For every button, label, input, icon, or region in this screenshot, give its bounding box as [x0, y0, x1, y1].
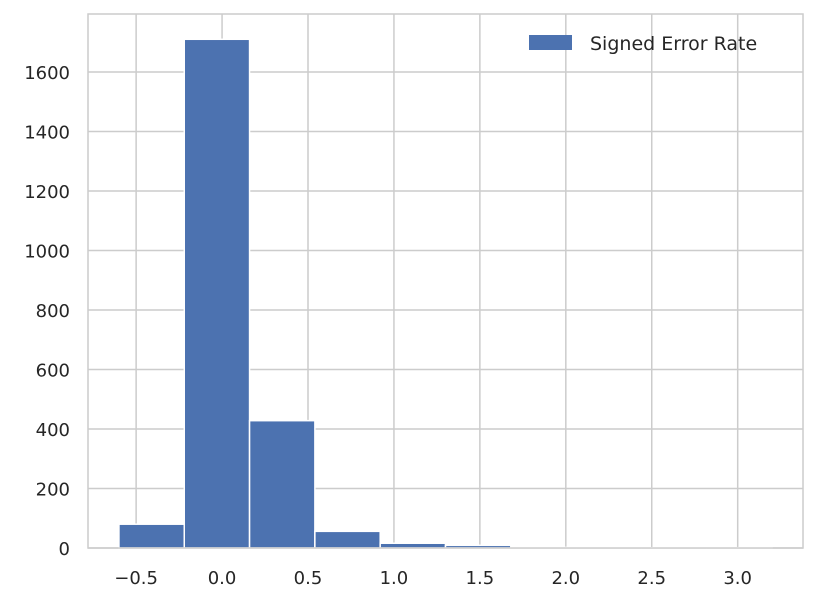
x-tick-label: 0.5 — [294, 568, 323, 589]
histogram-bar — [315, 531, 380, 548]
x-tick-label: 2.5 — [637, 568, 666, 589]
y-tick-label: 800 — [36, 301, 70, 322]
y-tick-label: 1400 — [24, 123, 70, 144]
y-tick-label: 200 — [36, 480, 70, 501]
histogram-bar — [184, 39, 249, 548]
y-tick-label: 400 — [36, 420, 70, 441]
y-tick-label: 1000 — [24, 242, 70, 263]
y-tick-label: 1200 — [24, 182, 70, 203]
x-tick-label: 2.0 — [551, 568, 580, 589]
x-tick-labels: −0.5 0.0 0.5 1.0 1.5 2.0 2.5 3.0 — [114, 568, 752, 589]
x-tick-label: 0.0 — [208, 568, 237, 589]
x-tick-label: 3.0 — [723, 568, 752, 589]
y-tick-label: 600 — [36, 361, 70, 382]
x-tick-label: −0.5 — [114, 568, 158, 589]
y-tick-labels: 0 200 400 600 800 1000 1200 1400 1600 — [24, 63, 70, 560]
histogram-bar — [119, 524, 184, 548]
legend-label: Signed Error Rate — [590, 33, 757, 55]
y-tick-label: 0 — [59, 539, 70, 560]
histogram-bar — [250, 421, 315, 548]
legend-swatch — [529, 35, 572, 50]
y-tick-label: 1600 — [24, 63, 70, 84]
x-tick-label: 1.5 — [466, 568, 495, 589]
x-tick-label: 1.0 — [380, 568, 409, 589]
